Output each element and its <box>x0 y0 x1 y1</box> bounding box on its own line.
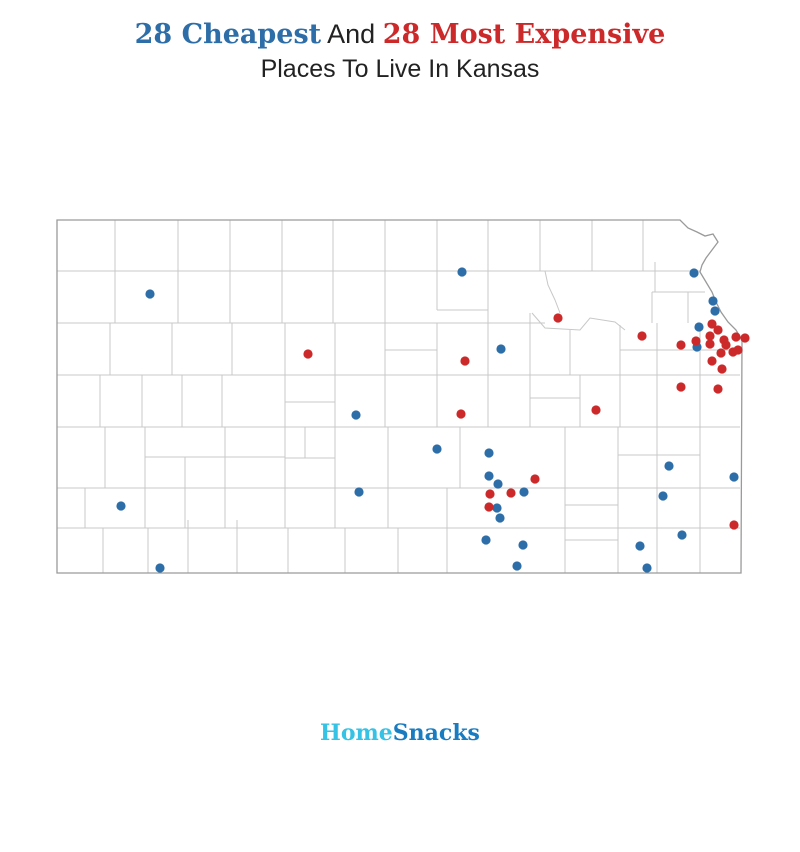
expensive-place-marker <box>591 405 601 415</box>
cheap-place-marker <box>484 471 494 481</box>
title-line-1: 28 Cheapest And 28 Most Expensive <box>0 16 800 53</box>
cheap-place-marker <box>664 461 674 471</box>
logo-home: Home <box>320 720 393 746</box>
title-and: And <box>327 19 376 49</box>
expensive-place-marker <box>484 502 494 512</box>
logo-snacks: Snacks <box>392 720 480 746</box>
map-title: 28 Cheapest And 28 Most Expensive Places… <box>0 16 800 85</box>
cheap-place-marker <box>677 530 687 540</box>
expensive-place-marker <box>707 356 717 366</box>
cheap-place-marker <box>493 479 503 489</box>
expensive-place-marker <box>485 489 495 499</box>
cheap-place-marker <box>496 344 506 354</box>
cheap-place-marker <box>155 563 165 573</box>
cheap-place-marker <box>351 410 361 420</box>
expensive-place-marker <box>691 336 701 346</box>
cheap-place-marker <box>432 444 442 454</box>
expensive-place-marker <box>716 348 726 358</box>
cheap-place-marker <box>710 306 720 316</box>
expensive-place-marker <box>731 332 741 342</box>
cheap-place-marker <box>116 501 126 511</box>
county-lines <box>57 220 740 573</box>
expensive-place-marker <box>676 340 686 350</box>
expensive-place-marker <box>530 474 540 484</box>
cheap-place-marker <box>492 503 502 513</box>
cheap-place-marker <box>481 535 491 545</box>
cheap-place-marker <box>729 472 739 482</box>
cheap-place-marker <box>518 540 528 550</box>
cheap-place-marker <box>457 267 467 277</box>
expensive-place-marker <box>705 339 715 349</box>
title-most-expensive: 28 Most Expensive <box>382 19 666 50</box>
cheap-place-marker <box>658 491 668 501</box>
cheap-place-marker <box>354 487 364 497</box>
cheap-place-marker <box>495 513 505 523</box>
expensive-place-marker <box>460 356 470 366</box>
expensive-place-marker <box>705 331 715 341</box>
cheap-place-marker <box>484 448 494 458</box>
expensive-place-marker <box>506 488 516 498</box>
expensive-place-marker <box>553 313 563 323</box>
cheap-place-marker <box>694 322 704 332</box>
place-markers <box>116 267 750 573</box>
expensive-place-marker <box>728 347 738 357</box>
expensive-place-marker <box>676 382 686 392</box>
expensive-place-marker <box>721 340 731 350</box>
expensive-place-marker <box>456 409 466 419</box>
cheap-place-marker <box>642 563 652 573</box>
expensive-place-marker <box>303 349 313 359</box>
cheap-place-marker <box>708 296 718 306</box>
expensive-place-marker <box>713 384 723 394</box>
title-cheapest: 28 Cheapest <box>134 19 322 50</box>
title-line-2: Places To Live In Kansas <box>260 55 540 83</box>
expensive-place-marker <box>707 319 717 329</box>
expensive-place-marker <box>713 325 723 335</box>
expensive-place-marker <box>637 331 647 341</box>
state-border <box>56 219 743 574</box>
cheap-place-marker <box>689 268 699 278</box>
cheap-place-marker <box>635 541 645 551</box>
cheap-place-marker <box>145 289 155 299</box>
cheap-place-marker <box>512 561 522 571</box>
cheap-place-marker <box>519 487 529 497</box>
expensive-place-marker <box>717 364 727 374</box>
homesnacks-logo: HomeSnacks <box>0 720 800 746</box>
expensive-place-marker <box>740 333 750 343</box>
expensive-place-marker <box>729 520 739 530</box>
